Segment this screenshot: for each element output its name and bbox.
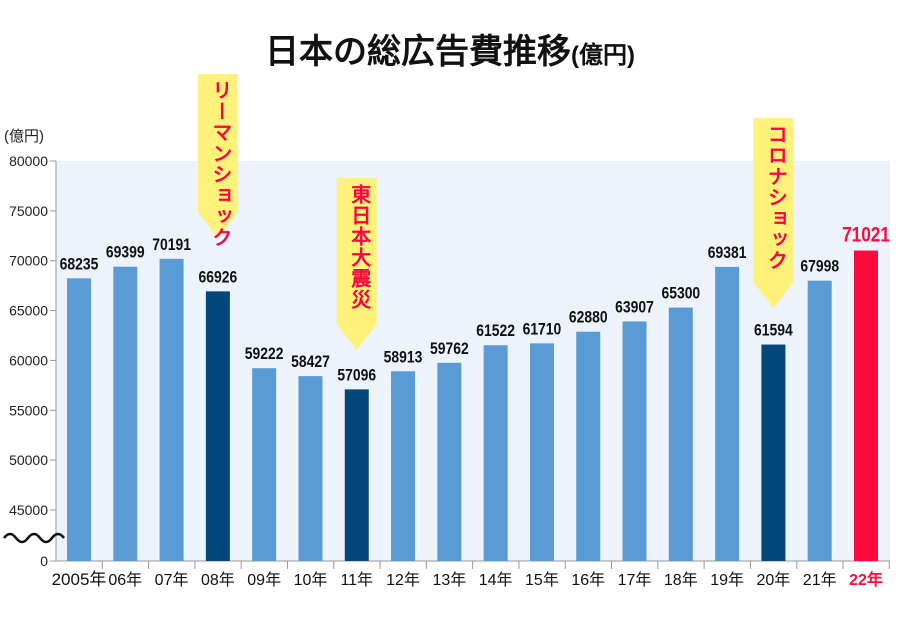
bar-10年 xyxy=(298,376,323,561)
bar-19年 xyxy=(715,266,740,561)
x-tick-label: 13年 xyxy=(432,571,466,589)
annotation-callout xyxy=(336,178,377,350)
data-label: 57096 xyxy=(337,366,376,385)
data-label: 69399 xyxy=(106,243,145,262)
bar-16年 xyxy=(576,331,601,561)
data-label: 59222 xyxy=(245,345,284,364)
y-tick-label: 75000 xyxy=(9,203,48,219)
title-text: 日本の総広告費推移 xyxy=(265,33,571,71)
bar-15年 xyxy=(529,343,554,561)
x-tick-label: 19年 xyxy=(710,571,744,589)
x-tick-label: 08年 xyxy=(201,571,235,589)
x-tick-label: 10年 xyxy=(294,571,328,589)
data-label: 63907 xyxy=(615,298,654,317)
y-tick-label: 70000 xyxy=(9,253,48,269)
plot-background xyxy=(56,161,890,561)
bar-2005年 xyxy=(67,278,91,561)
x-tick-label: 14年 xyxy=(479,571,513,589)
bar-20年 xyxy=(761,344,786,561)
bar-22年 xyxy=(854,250,878,562)
x-tick-label: 11年 xyxy=(340,571,373,589)
chart-title: 日本の総広告費推移(億円) xyxy=(0,24,900,73)
y-tick-label: 0 xyxy=(40,553,48,569)
bar-11年 xyxy=(344,389,369,561)
x-tick-label: 20年 xyxy=(757,571,791,589)
data-label: 62880 xyxy=(569,308,608,327)
data-label: 58913 xyxy=(384,348,423,367)
axis-break-icon xyxy=(3,532,65,544)
bar-07年 xyxy=(159,258,184,561)
data-label: 61710 xyxy=(523,320,562,339)
x-tick-label: 16年 xyxy=(571,571,605,589)
data-label: 66926 xyxy=(199,268,238,287)
data-label: 58427 xyxy=(291,353,330,372)
bar-13年 xyxy=(437,362,462,561)
x-tick-label: 12年 xyxy=(386,571,420,589)
bar-17年 xyxy=(622,321,647,561)
y-tick-label: 45000 xyxy=(9,502,48,518)
annotation-label: 東日本大震災 xyxy=(347,184,370,310)
x-tick-label: 17年 xyxy=(618,571,652,589)
bar-14年 xyxy=(483,345,508,561)
data-label: 61594 xyxy=(754,321,793,340)
y-tick-label: 50000 xyxy=(9,452,48,468)
x-tick-label: 06年 xyxy=(108,571,142,589)
data-label: 65300 xyxy=(661,284,700,303)
data-label: 69381 xyxy=(708,244,747,263)
data-label: 67998 xyxy=(800,257,839,276)
y-axis-label: (億円) xyxy=(4,128,44,145)
y-tick-label: 65000 xyxy=(9,303,48,319)
bar-18年 xyxy=(668,307,693,561)
data-label: 59762 xyxy=(430,340,469,359)
x-tick-label: 15年 xyxy=(525,571,559,589)
x-tick-label: 22年 xyxy=(849,570,883,589)
x-tick-label: 2005年 xyxy=(52,570,107,589)
x-tick-label: 18年 xyxy=(664,571,698,589)
data-label: 68235 xyxy=(60,255,99,274)
bar-21年 xyxy=(807,280,832,561)
y-tick-label: 55000 xyxy=(9,402,48,418)
y-tick-label: 80000 xyxy=(9,153,48,169)
x-tick-label: 21年 xyxy=(803,571,837,589)
data-label: 61522 xyxy=(476,322,515,341)
x-tick-label: 07年 xyxy=(155,571,189,589)
bar-12年 xyxy=(391,371,416,561)
annotation-label: コロナショック xyxy=(764,124,787,271)
data-label: 71021 xyxy=(842,224,890,247)
bar-09年 xyxy=(252,368,277,561)
annotation-callout xyxy=(197,74,238,238)
bar-06年 xyxy=(113,266,138,561)
data-label: 70191 xyxy=(152,236,191,255)
annotation-callout xyxy=(753,118,794,308)
annotation-label: リーマンショック xyxy=(208,80,231,248)
x-tick-label: 09年 xyxy=(247,571,281,589)
y-tick-label: 60000 xyxy=(9,352,48,368)
bar-08年 xyxy=(205,291,230,561)
title-unit: (億円) xyxy=(571,42,635,69)
